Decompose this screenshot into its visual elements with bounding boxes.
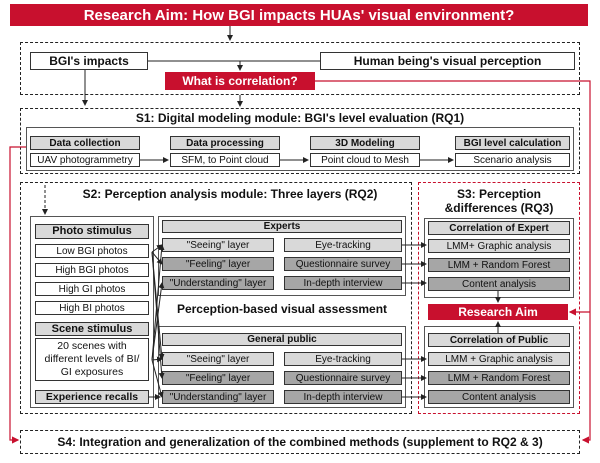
research-aim-box: Research Aim	[428, 304, 568, 320]
s3-public-item: LMM + Random Forest	[428, 371, 570, 385]
top-group	[20, 42, 580, 95]
public-method: Eye-tracking	[284, 352, 402, 366]
s4-title: S4: Integration and generalization of th…	[57, 435, 543, 449]
bgi-impacts-box: BGI's impacts	[30, 52, 148, 70]
black-arrows	[42, 26, 501, 400]
public-method: In-depth interview	[284, 390, 402, 404]
experts-layer: "Feeling" layer	[162, 257, 274, 271]
red-arrows	[9, 80, 591, 444]
s1-inner-border	[26, 127, 574, 171]
s3-expert-item: Content analysis	[428, 277, 570, 291]
photo-stimulus-item: High BGI photos	[35, 263, 149, 277]
public-label: General public	[162, 333, 402, 346]
s3-expert-item: LMM + Random Forest	[428, 258, 570, 272]
s3-public-item: Content analysis	[428, 390, 570, 404]
s1-title: S1: Digital modeling module: BGI's level…	[135, 111, 465, 125]
public-method: Questionnaire survey	[284, 371, 402, 385]
s1-step-detail: UAV photogrammetry	[30, 153, 140, 167]
correlation-public-label: Correlation of Public	[428, 333, 570, 347]
photo-stimulus-label: Photo stimulus	[35, 224, 149, 239]
experts-group-border	[158, 216, 406, 296]
s2-module	[20, 182, 412, 414]
experience-recalls-label: Experience recalls	[35, 390, 149, 404]
s4-module	[20, 430, 580, 454]
research-aim-header: Research Aim: How BGI impacts HUAs' visu…	[10, 4, 588, 26]
s3-public-item: LMM + Graphic analysis	[428, 352, 570, 366]
s3-title-line: S3: Perception	[456, 187, 542, 201]
photo-stimulus-item: High BI photos	[35, 301, 149, 315]
s1-step-label: Data collection	[30, 136, 140, 150]
stimulus-column-border	[30, 216, 154, 408]
public-group-border	[158, 326, 406, 408]
scene-stimulus-label: Scene stimulus	[35, 322, 149, 336]
s3-module	[418, 182, 580, 414]
scene-line: different levels of BI/	[44, 353, 140, 365]
s3-expert-item: LMM+ Graphic analysis	[428, 239, 570, 253]
correlation-expert-label: Correlation of Expert	[428, 221, 570, 235]
experts-label: Experts	[162, 220, 402, 233]
s3-title: S3: Perception &differences (RQ3)	[418, 186, 580, 216]
s1-step-label: BGI level calculation	[455, 136, 570, 150]
s1-step-detail: SFM, to Point cloud	[170, 153, 280, 167]
s3-title-line: &differences (RQ3)	[444, 201, 554, 215]
scene-line: 20 scenes with	[57, 340, 127, 352]
scene-stimulus-detail: 20 scenes with different levels of BI/ G…	[35, 338, 149, 381]
experts-method: Eye-tracking	[284, 238, 402, 252]
experts-method: Questionnaire survey	[284, 257, 402, 271]
experts-layer: "Seeing" layer	[162, 238, 274, 252]
scene-line: GI exposures	[60, 366, 124, 378]
s1-module	[20, 108, 580, 174]
what-is-correlation-box: What is correlation?	[165, 72, 315, 90]
human-perception-box: Human being's visual perception	[320, 52, 575, 70]
photo-stimulus-item: High GI photos	[35, 282, 149, 296]
perception-assessment-title: Perception-based visual assessment	[176, 302, 388, 316]
s2-title: S2: Perception analysis module: Three la…	[82, 187, 378, 201]
experts-method: In-depth interview	[284, 276, 402, 290]
s1-step-detail: Point cloud to Mesh	[310, 153, 420, 167]
s1-step-label: Data processing	[170, 136, 280, 150]
s1-step-label: 3D Modeling	[310, 136, 420, 150]
s1-step-detail: Scenario analysis	[455, 153, 570, 167]
photo-stimulus-item: Low BGI photos	[35, 244, 149, 258]
